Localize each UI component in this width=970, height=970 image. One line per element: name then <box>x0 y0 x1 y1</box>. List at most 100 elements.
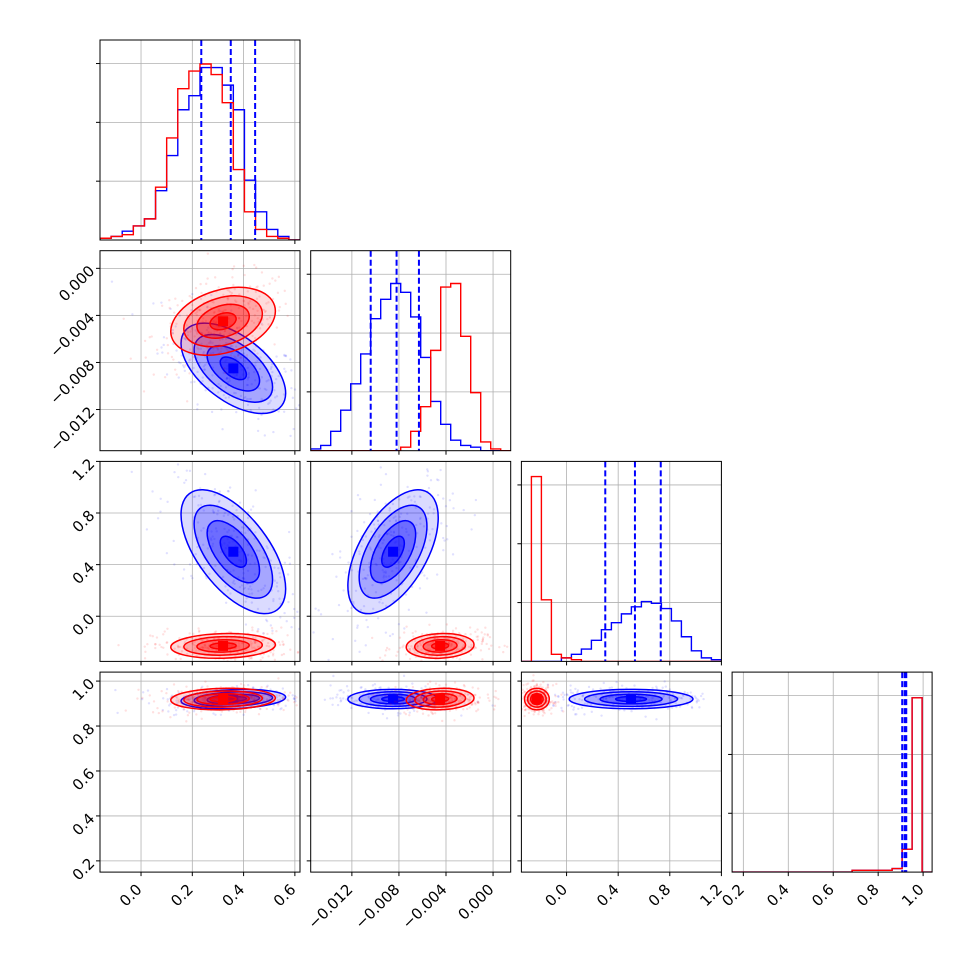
scatter-point <box>144 356 147 359</box>
scatter-point <box>306 289 308 291</box>
scatter-point <box>372 523 376 526</box>
scatter-point <box>399 512 403 515</box>
scatter-point <box>245 648 248 652</box>
scatter-point <box>402 631 406 634</box>
scatter-point <box>315 596 317 598</box>
scatter-point <box>406 689 409 693</box>
scatter-point <box>317 702 319 704</box>
scatter-point <box>611 695 614 698</box>
scatter-point <box>251 307 255 311</box>
scatter-point <box>239 710 242 714</box>
scatter-point <box>161 708 165 712</box>
scatter-point <box>242 526 246 530</box>
scatter-point <box>396 714 400 717</box>
scatter-point <box>186 334 190 337</box>
scatter-point <box>260 322 263 325</box>
scatter-point <box>329 697 332 700</box>
scatter-point <box>269 695 272 699</box>
scatter-point <box>251 686 255 689</box>
y-tick-label: 0.8 <box>69 507 99 537</box>
scatter-point <box>249 397 253 401</box>
scatter-point <box>229 290 232 294</box>
scatter-point <box>172 539 175 543</box>
scatter-point <box>176 304 179 307</box>
scatter-point <box>453 719 456 722</box>
scatter-point <box>110 280 114 283</box>
scatter-point <box>473 513 477 517</box>
scatter-point <box>202 697 206 700</box>
scatter-point <box>232 265 236 268</box>
scatter-point <box>185 328 188 332</box>
scatter-point <box>551 700 554 703</box>
scatter-point <box>227 396 231 399</box>
scatter-point <box>251 628 254 632</box>
scatter-point <box>258 387 262 390</box>
scatter-point <box>282 393 286 396</box>
scatter-point <box>185 647 189 650</box>
scatter-point <box>273 658 277 662</box>
scatter-point <box>236 327 239 330</box>
scatter-point <box>238 644 241 648</box>
scatter-point <box>191 641 194 645</box>
scatter-point <box>342 691 345 694</box>
scatter-point <box>404 593 408 596</box>
scatter-point <box>450 643 454 646</box>
scatter-point <box>185 638 188 641</box>
scatter-point <box>250 383 253 386</box>
scatter-point <box>281 696 284 699</box>
scatter-point <box>327 658 330 662</box>
scatter-point <box>238 698 241 701</box>
scatter-point <box>281 687 285 690</box>
scatter-point <box>147 702 151 705</box>
scatter-point <box>193 495 197 498</box>
scatter-point <box>154 643 157 646</box>
scatter-point <box>358 497 362 501</box>
scatter-point <box>263 584 267 587</box>
scatter-point <box>667 696 671 699</box>
scatter-point <box>440 652 443 655</box>
scatter-point <box>217 308 221 311</box>
scatter-point <box>211 374 214 377</box>
panel-content <box>114 677 319 723</box>
scatter-point <box>247 553 250 556</box>
scatter-point <box>659 701 662 704</box>
scatter-point <box>241 567 245 570</box>
scatter-point <box>481 638 485 641</box>
scatter-point <box>411 682 414 685</box>
scatter-point <box>277 566 280 570</box>
scatter-point <box>200 663 202 665</box>
scatter-point <box>414 630 417 633</box>
scatter-point <box>238 501 242 504</box>
scatter-point <box>230 328 234 331</box>
scatter-point <box>412 702 415 705</box>
scatter-point <box>449 696 453 699</box>
scatter-point <box>425 611 428 614</box>
scatter-point <box>204 645 207 648</box>
scatter-point <box>647 695 650 698</box>
scatter-point <box>272 704 276 707</box>
scatter-point <box>339 700 342 703</box>
scatter-point <box>605 697 608 700</box>
scatter-point <box>277 309 281 312</box>
scatter-point <box>418 517 422 521</box>
scatter-point <box>219 350 223 353</box>
scatter-point <box>174 657 177 661</box>
scatter-point <box>486 693 490 696</box>
scatter-point <box>363 576 367 580</box>
scatter-point <box>352 700 355 703</box>
scatter-point <box>206 547 210 550</box>
scatter-point <box>587 685 591 689</box>
scatter-point <box>214 564 217 567</box>
scatter-point <box>410 701 414 704</box>
scatter-point <box>278 698 282 702</box>
scatter-point <box>415 565 419 569</box>
scatter-point <box>179 657 182 661</box>
scatter-point <box>367 695 370 698</box>
scatter-point <box>176 463 180 466</box>
scatter-point <box>254 304 258 308</box>
scatter-point <box>229 570 232 574</box>
scatter-point <box>250 601 254 604</box>
scatter-point <box>456 647 459 651</box>
scatter-point <box>376 617 380 620</box>
scatter-point <box>650 696 653 700</box>
